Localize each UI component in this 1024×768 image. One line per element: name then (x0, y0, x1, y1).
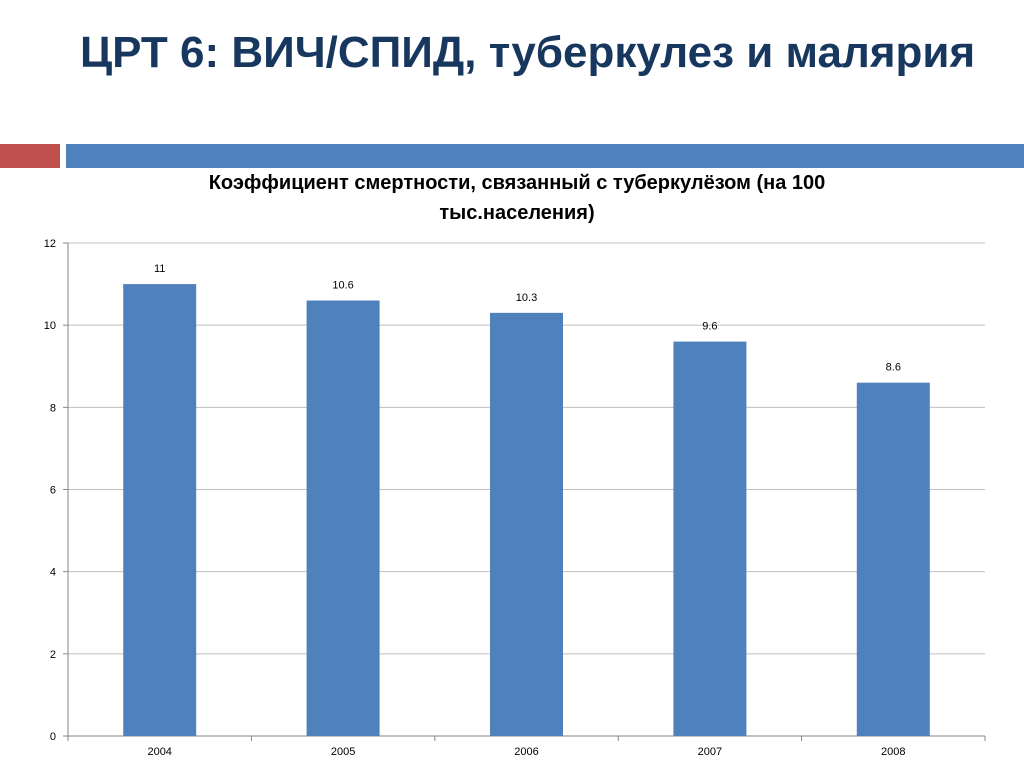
data-label-2008: 8.6 (886, 362, 901, 374)
bar-2005 (306, 300, 380, 736)
x-tick-label-2008: 2008 (881, 746, 905, 758)
data-label-2005: 10.6 (332, 280, 353, 292)
bar-2007 (673, 341, 747, 736)
x-tick-label-2005: 2005 (331, 746, 355, 758)
x-tick-label-2006: 2006 (514, 746, 538, 758)
data-label-2006: 10.3 (516, 292, 537, 304)
bar-2008 (856, 382, 930, 736)
y-tick-label-5: 10 (44, 320, 56, 332)
accent-bar-blue (66, 144, 1024, 168)
data-label-2007: 9.6 (702, 321, 717, 333)
bar-2006 (490, 312, 563, 736)
x-tick-label-2007: 2007 (698, 746, 722, 758)
x-tick-label-2004: 2004 (147, 746, 171, 758)
y-tick-label-3: 6 (50, 485, 56, 497)
y-tick-label-6: 12 (44, 238, 56, 250)
accent-bar-red (0, 144, 60, 168)
data-label-2004: 11 (154, 263, 165, 275)
bar-2004 (123, 284, 197, 736)
y-tick-label-0: 0 (50, 731, 56, 743)
slide-title: ЦРТ 6: ВИЧ/СПИД, туберкулез и малярия (80, 28, 976, 77)
y-tick-label-1: 2 (50, 649, 56, 661)
y-tick-label-2: 4 (50, 567, 56, 579)
y-tick-label-4: 8 (50, 402, 56, 414)
chart-title: Коэффициент смертности, связанный с тубе… (208, 172, 826, 224)
